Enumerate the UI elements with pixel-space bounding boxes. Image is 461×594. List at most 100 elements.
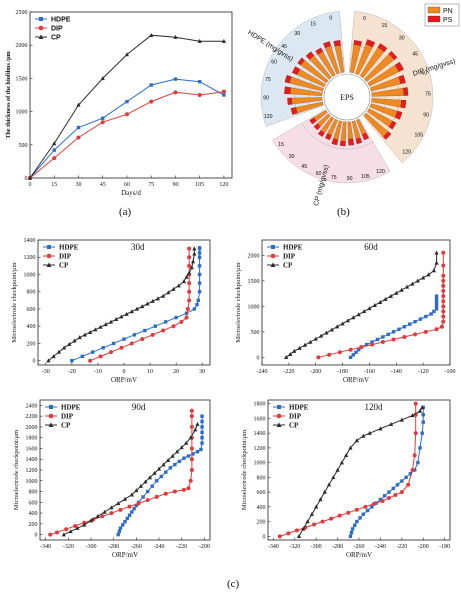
x-tick-label: -220 [396, 544, 407, 550]
point-CP [171, 286, 176, 291]
point-CP [134, 488, 139, 493]
point-CP [188, 435, 193, 440]
x-tick-label: -240 [375, 544, 386, 550]
point-CP [378, 426, 383, 431]
point-HDPE [159, 474, 163, 479]
series-line-DIP [89, 248, 190, 362]
point-HDPE [184, 311, 189, 315]
point-CP [420, 405, 425, 410]
point-HDPE [370, 505, 374, 509]
point-CP [367, 430, 372, 435]
point-HDPE [118, 526, 123, 530]
bar-PS [394, 110, 403, 120]
point-HDPE [348, 355, 353, 360]
point-CP [82, 332, 88, 337]
y-tick-label: 2000 [16, 43, 28, 49]
point-CP [394, 290, 399, 295]
y-tick-label: 1800 [26, 436, 38, 442]
point-HDPE [199, 447, 203, 452]
bar-PS [331, 138, 339, 146]
point-HDPE [413, 319, 417, 324]
y-tick-label: 0 [25, 176, 28, 182]
bar-PS [394, 61, 404, 72]
bar-PS [403, 87, 409, 96]
point-DIP [181, 487, 186, 492]
point-CP [122, 496, 128, 501]
point-CP [114, 317, 119, 322]
point-CP [195, 421, 200, 426]
point-HDPE [395, 483, 400, 487]
point-HDPE [200, 435, 204, 440]
x-tick-label: 15 [51, 182, 57, 188]
point-HDPE [434, 302, 439, 306]
ring-tick-label: 60 [421, 71, 427, 77]
x-tick-label: 0 [29, 182, 32, 188]
point-HDPE [91, 350, 95, 354]
point-HDPE [125, 99, 129, 104]
point-HDPE [351, 353, 356, 357]
point-DIP [441, 289, 446, 294]
point-CP [138, 483, 143, 488]
point-DIP [187, 298, 192, 303]
point-DIP [163, 491, 168, 496]
panel-annotation: 30d [131, 242, 145, 252]
point-DIP [189, 408, 194, 413]
point-CP [116, 501, 121, 506]
point-DIP [346, 510, 351, 515]
bar-PS [388, 51, 398, 61]
point-DIP [391, 337, 396, 342]
point-CP [176, 283, 181, 288]
point-HDPE [80, 354, 85, 359]
point-DIP [149, 99, 154, 104]
legend-label-HDPE: HDPE [283, 244, 303, 252]
y-tick-label: 200 [29, 522, 38, 528]
x-tick-label: 45 [100, 182, 106, 188]
point-HDPE [350, 527, 355, 531]
point-DIP [399, 490, 404, 495]
point-DIP [441, 283, 446, 288]
x-tick-label: 10 [147, 369, 153, 375]
point-DIP [441, 278, 446, 283]
point-CP [119, 314, 124, 319]
point-HDPE [101, 346, 105, 350]
point-CP [322, 489, 327, 494]
point-CP [192, 246, 197, 251]
point-DIP [108, 350, 113, 355]
point-DIP [109, 511, 114, 516]
x-tick-label: -280 [108, 544, 119, 550]
x-tick-label: -10 [94, 369, 102, 375]
point-CP [170, 453, 175, 458]
point-HDPE [197, 290, 202, 294]
y-tick-label: 400 [29, 511, 38, 517]
point-CP [72, 338, 77, 343]
point-HDPE [402, 325, 407, 329]
point-CP [288, 351, 293, 356]
point-CP [76, 102, 81, 107]
point-CP [77, 335, 82, 340]
point-DIP [100, 514, 105, 519]
point-HDPE [400, 479, 404, 483]
point-DIP [402, 334, 407, 339]
point-DIP [320, 519, 325, 524]
x-tick-label: 105 [195, 182, 204, 188]
point-CP [179, 445, 184, 450]
x-tick-label: -30 [42, 369, 50, 375]
legend-marker-DIP [270, 253, 276, 259]
point-CP [378, 299, 383, 304]
plot-frame [29, 11, 233, 179]
ring-tick-label: 120 [402, 150, 411, 156]
bar-PS [339, 140, 346, 147]
point-DIP [88, 358, 93, 363]
point-HDPE [197, 264, 202, 268]
point-HDPE [200, 441, 204, 445]
point-HDPE [174, 315, 178, 320]
point-CP [421, 275, 426, 280]
bar-PS [284, 86, 291, 95]
series-line-DIP [318, 252, 444, 358]
point-DIP [119, 345, 124, 350]
point-DIP [441, 314, 446, 319]
bar-PS [290, 107, 298, 115]
legend-label-DIP: DIP [283, 253, 296, 261]
point-CP [345, 318, 351, 323]
